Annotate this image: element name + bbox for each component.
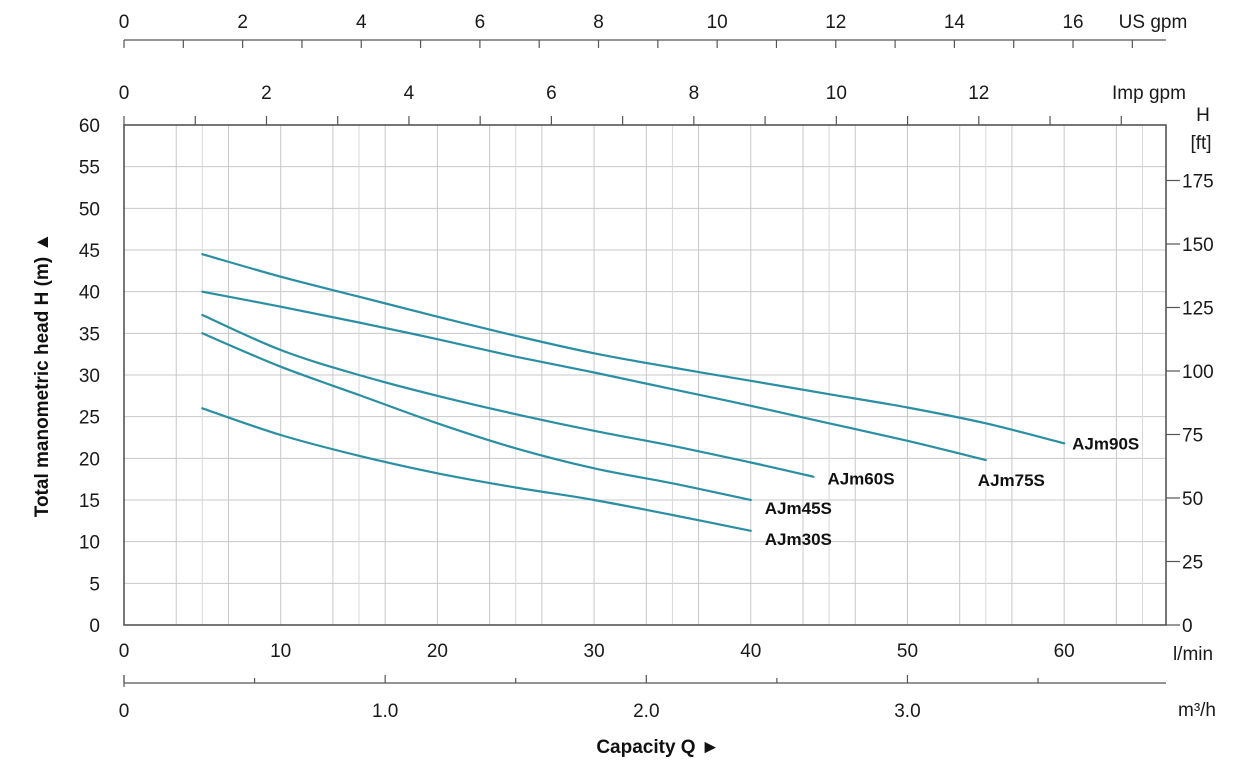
curve-ajm30s	[201, 407, 752, 532]
x-lmin-tick-label: 50	[897, 641, 918, 662]
y-right-tick-label: 100	[1182, 362, 1214, 383]
y-left-tick-label: 20	[79, 449, 100, 470]
x-m3h-tick-label: 2.0	[633, 701, 659, 722]
y-right-tick-label: 175	[1182, 171, 1214, 192]
x-usgpm-tick-label: 4	[356, 12, 367, 33]
x-lmin-tick-label: 10	[270, 641, 291, 662]
y-left-tick-label: 40	[79, 283, 100, 304]
y-axis-title: Total manometric head H (m) ▲	[32, 233, 53, 518]
x-usgpm-tick-label: 2	[237, 12, 248, 33]
y-left-tick-label: 0	[89, 616, 100, 637]
x-usgpm-tick-label: 16	[1062, 12, 1083, 33]
y-right-tick-label: 0	[1182, 616, 1193, 637]
y-right-tick-label: 25	[1182, 552, 1203, 573]
y-left-tick-label: 15	[79, 491, 100, 512]
x-impgpm-tick-label: 10	[826, 83, 847, 104]
curve-ajm60s	[201, 313, 815, 478]
x-usgpm-tick-label: 12	[825, 12, 846, 33]
y-left-tick-label: 35	[79, 324, 100, 345]
x-lmin-unit: l/min	[1173, 644, 1213, 665]
x-usgpm-tick-label: 8	[593, 12, 604, 33]
y-left-tick-label: 25	[79, 408, 100, 429]
y-right-tick-label: 75	[1182, 425, 1203, 446]
x-impgpm-tick-label: 8	[689, 83, 700, 104]
curve-ajm75s	[201, 290, 987, 462]
y-left-tick-label: 5	[89, 574, 100, 595]
y-right-tick-label: 125	[1182, 298, 1214, 319]
y-left-tick-label: 45	[79, 241, 100, 262]
y-left-tick-label: 50	[79, 199, 100, 220]
y-right-unit-ft: [ft]	[1190, 133, 1211, 154]
x-usgpm-tick-label: 10	[707, 12, 728, 33]
curve-label-ajm45s: AJm45S	[765, 499, 832, 518]
x-axis-title: Capacity Q ►	[596, 737, 719, 758]
x-lmin-tick-label: 30	[584, 641, 605, 662]
y-right-tick-label: 50	[1182, 489, 1203, 510]
x-impgpm-tick-label: 6	[546, 83, 557, 104]
x-m3h-unit: m³/h	[1178, 700, 1216, 721]
x-impgpm-tick-label: 4	[404, 83, 415, 104]
x-usgpm-tick-label: 14	[944, 12, 966, 33]
x-m3h-tick-label: 1.0	[372, 701, 398, 722]
x-lmin-tick-label: 0	[119, 641, 130, 662]
x-lmin-tick-label: 60	[1054, 641, 1075, 662]
y-left-tick-label: 10	[79, 533, 100, 554]
x-lmin-tick-label: 40	[740, 641, 761, 662]
y-left-tick-label: 55	[79, 158, 100, 179]
x-lmin-tick-label: 20	[427, 641, 448, 662]
x-impgpm-tick-label: 0	[119, 83, 130, 104]
y-right-tick-label: 150	[1182, 235, 1214, 256]
curve-label-ajm30s: AJm30S	[765, 530, 832, 549]
x-m3h-tick-label: 0	[119, 701, 130, 722]
y-left-tick-label: 60	[79, 116, 100, 137]
y-right-unit-h: H	[1196, 105, 1210, 126]
curve-ajm45s	[201, 332, 752, 502]
x-impgpm-unit: Imp gpm	[1112, 83, 1186, 104]
curve-label-ajm75s: AJm75S	[978, 471, 1045, 490]
x-impgpm-tick-label: 12	[968, 83, 989, 104]
x-usgpm-unit: US gpm	[1119, 12, 1188, 33]
plot-frame	[123, 124, 1167, 626]
x-impgpm-tick-label: 2	[261, 83, 272, 104]
y-left-tick-label: 30	[79, 366, 100, 387]
curve-label-ajm60s: AJm60S	[827, 470, 894, 489]
x-usgpm-tick-label: 6	[475, 12, 486, 33]
curve-label-ajm90s: AJm90S	[1072, 434, 1139, 453]
curve-ajm90s	[201, 253, 1066, 445]
x-usgpm-tick-label: 0	[119, 12, 130, 33]
x-m3h-tick-label: 3.0	[894, 701, 920, 722]
